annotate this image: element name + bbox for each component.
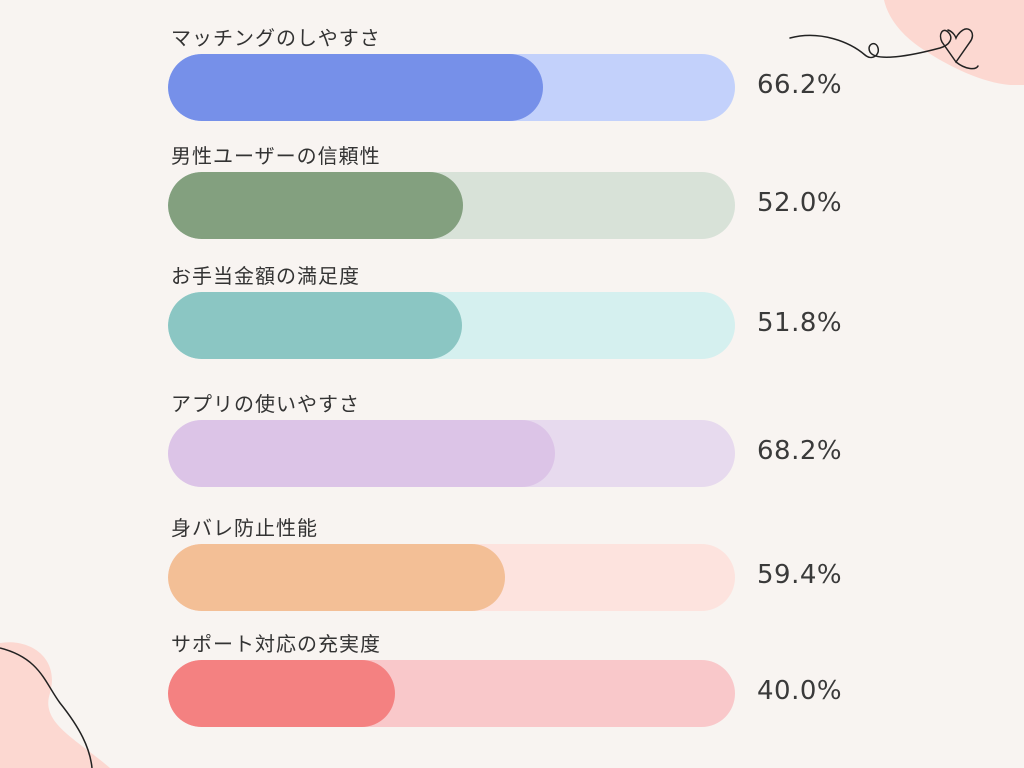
bar-row: お手当金額の満足度 51.8% — [0, 260, 1024, 370]
bar-track — [168, 172, 735, 239]
bar-row: アプリの使いやすさ 68.2% — [0, 388, 1024, 498]
corner-blob-bottom-left — [0, 642, 110, 768]
bar-fill — [168, 54, 544, 121]
bar-value-label: 59.4% — [757, 560, 843, 590]
bar-track — [168, 292, 735, 359]
bar-category-label: 身バレ防止性能 — [171, 516, 318, 540]
bar-category-label: アプリの使いやすさ — [171, 392, 360, 416]
bar-row: 男性ユーザーの信頼性 52.0% — [0, 140, 1024, 250]
bar-value-label: 68.2% — [757, 436, 843, 466]
bar-fill — [168, 420, 555, 487]
bar-fill — [168, 172, 463, 239]
corner-blob-top-right — [884, 0, 1024, 85]
bar-row: マッチングのしやすさ 66.2% — [0, 22, 1024, 132]
bar-category-label: 男性ユーザーの信頼性 — [171, 144, 381, 168]
bar-category-label: マッチングのしやすさ — [171, 26, 381, 50]
bar-category-label: お手当金額の満足度 — [171, 264, 360, 288]
bar-fill — [168, 660, 395, 727]
bar-fill — [168, 292, 462, 359]
heart-swirl-icon — [789, 28, 979, 70]
bar-track — [168, 54, 735, 121]
bar-value-label: 40.0% — [757, 676, 843, 706]
bar-value-label: 66.2% — [757, 70, 843, 100]
bar-category-label: サポート対応の充実度 — [171, 632, 381, 656]
bar-track — [168, 660, 735, 727]
bar-row: サポート対応の充実度 40.0% — [0, 628, 1024, 738]
bar-value-label: 51.8% — [757, 308, 843, 338]
bar-value-label: 52.0% — [757, 188, 843, 218]
bar-fill — [168, 544, 505, 611]
bar-track — [168, 544, 735, 611]
bar-track — [168, 420, 735, 487]
bar-row: 身バレ防止性能 59.4% — [0, 512, 1024, 622]
